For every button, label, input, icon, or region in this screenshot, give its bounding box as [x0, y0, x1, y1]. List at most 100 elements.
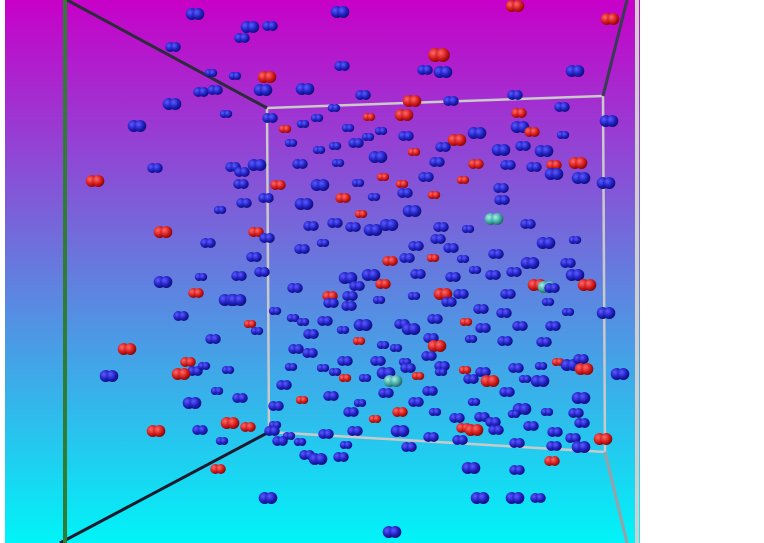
blue-dimer	[506, 267, 522, 277]
simulation-scene[interactable]	[5, 0, 640, 543]
red-dimer	[511, 108, 527, 118]
blue-dimer	[353, 399, 367, 407]
red-dimer	[368, 415, 382, 423]
blue-dimer	[197, 362, 211, 370]
blue-dimer	[565, 269, 585, 281]
teal-dimer	[484, 213, 504, 225]
blue-dimer	[347, 426, 363, 436]
blue-dimer	[433, 66, 453, 78]
blue-dimer	[390, 425, 410, 437]
blue-dimer	[397, 188, 413, 198]
blue-dimer	[526, 162, 542, 172]
blue-dimer	[215, 437, 229, 445]
blue-dimer	[518, 375, 532, 383]
blue-dimer	[491, 144, 511, 156]
blue-dimer	[376, 341, 390, 349]
blue-dimer	[423, 432, 439, 442]
red-dimer	[362, 113, 376, 121]
blue-dimer	[204, 69, 218, 77]
red-dimer	[600, 13, 620, 25]
box-depth-edges	[59, 0, 629, 543]
blue-dimer	[561, 308, 575, 316]
blue-dimer	[423, 333, 439, 343]
red-dimer	[180, 357, 196, 367]
blue-dimer	[268, 401, 284, 411]
red-dimer	[427, 340, 447, 352]
blue-dimer	[540, 408, 554, 416]
blue-dimer	[341, 301, 357, 311]
blue-dimer	[247, 159, 267, 171]
red-dimer	[427, 191, 441, 199]
box-near-face	[63, 0, 639, 543]
red-dimer	[411, 372, 425, 380]
blue-dimer	[262, 113, 278, 123]
blue-dimer	[361, 133, 375, 141]
blue-dimer	[523, 421, 539, 431]
blue-dimer	[153, 276, 173, 288]
blue-dimer	[382, 526, 402, 538]
blue-dimer	[435, 142, 451, 152]
blue-dimer	[339, 441, 353, 449]
red-dimer	[458, 366, 472, 374]
blue-dimer	[200, 238, 216, 248]
blue-dimer	[147, 163, 163, 173]
blue-dimer	[165, 42, 181, 52]
blue-dimer	[355, 90, 371, 100]
red-dimer	[338, 374, 352, 382]
blue-dimer	[338, 272, 358, 284]
blue-dimer	[232, 393, 248, 403]
particle-layer	[85, 0, 630, 538]
blue-dimer	[310, 179, 330, 191]
blue-dimer	[410, 269, 426, 279]
blue-dimer	[398, 131, 414, 141]
blue-dimer	[318, 429, 334, 439]
blue-dimer	[361, 269, 381, 281]
blue-dimer	[497, 336, 513, 346]
red-dimer	[171, 368, 191, 380]
red-dimer	[447, 134, 467, 146]
blue-dimer	[554, 102, 570, 112]
blue-dimer	[565, 65, 585, 77]
blue-dimer	[328, 368, 342, 376]
blue-dimer	[556, 131, 570, 139]
blue-dimer	[213, 206, 227, 214]
blue-dimer	[336, 326, 350, 334]
red-dimer	[278, 125, 292, 133]
blue-dimer	[534, 362, 548, 370]
blue-dimer	[571, 441, 591, 453]
blue-dimer	[272, 436, 288, 446]
red-dimer	[220, 417, 240, 429]
blue-dimer	[400, 363, 416, 373]
blue-dimer	[536, 337, 552, 347]
blue-dimer	[323, 391, 339, 401]
red-dimer	[464, 424, 484, 436]
blue-dimer	[228, 72, 242, 80]
blue-dimer	[233, 179, 249, 189]
blue-dimer	[547, 427, 563, 437]
red-dimer	[117, 343, 137, 355]
blue-dimer	[282, 432, 296, 440]
blue-dimer	[407, 292, 421, 300]
blue-dimer	[470, 492, 490, 504]
red-dimer	[85, 175, 105, 187]
blue-dimer	[328, 142, 342, 150]
teal-dimer	[383, 375, 403, 387]
blue-dimer	[293, 438, 307, 446]
blue-dimer	[376, 367, 396, 379]
blue-dimer	[207, 85, 223, 95]
blue-dimer	[368, 151, 388, 163]
red-dimer	[577, 279, 597, 291]
blue-dimer	[173, 311, 189, 321]
blue-dimer	[317, 316, 333, 326]
blue-dimer	[449, 413, 465, 423]
blue-dimer	[568, 408, 584, 418]
blue-dimer	[421, 351, 437, 361]
blue-dimer	[323, 298, 339, 308]
blue-dimer	[374, 127, 388, 135]
blue-dimer	[258, 492, 278, 504]
blue-dimer	[443, 96, 459, 106]
blue-dimer	[509, 465, 525, 475]
molecular-3d-viewport[interactable]	[5, 0, 640, 543]
blue-dimer	[456, 255, 470, 263]
blue-dimer	[422, 386, 438, 396]
